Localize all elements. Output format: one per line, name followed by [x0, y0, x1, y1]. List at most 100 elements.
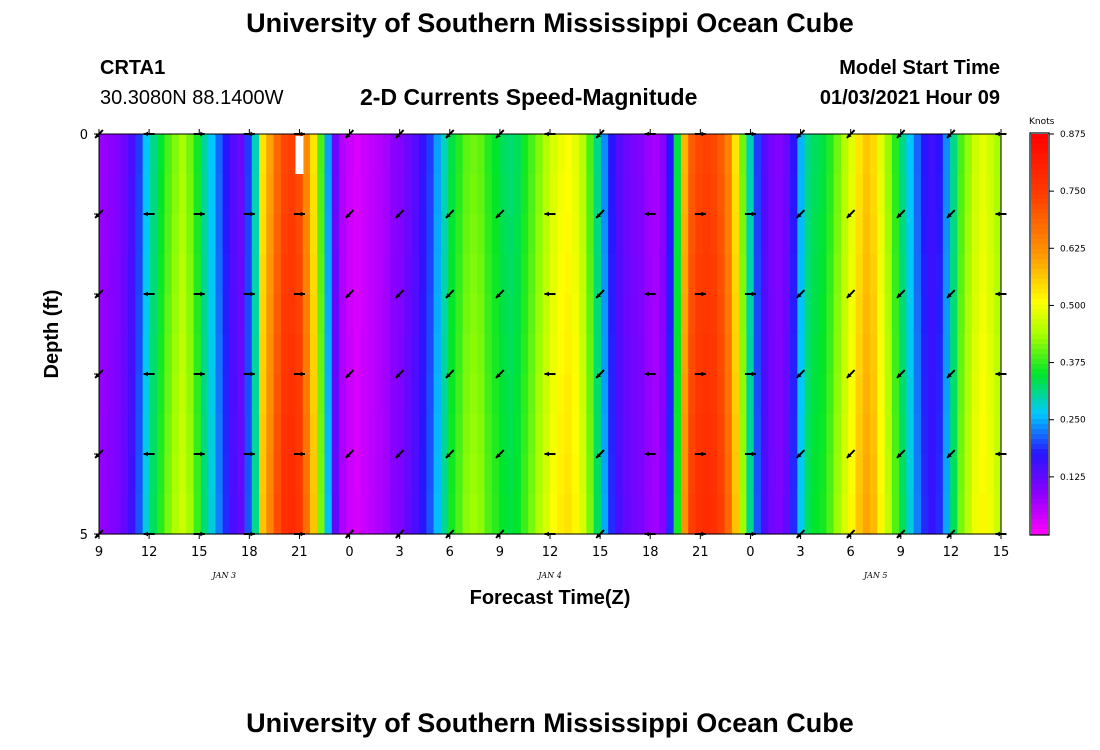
heatmap-cell: [360, 374, 369, 415]
heatmap-cell: [797, 454, 806, 495]
heatmap-cell: [419, 294, 427, 335]
heatmap-cell: [957, 454, 966, 495]
heatmap-cell: [913, 454, 922, 495]
heatmap-cell: [768, 414, 777, 455]
heatmap-cell: [651, 174, 660, 215]
heatmap-cell: [368, 414, 377, 455]
heatmap-cell: [979, 334, 988, 375]
heatmap-cell: [229, 254, 238, 295]
heatmap-cell: [244, 254, 253, 295]
heatmap-cell: [462, 494, 471, 535]
heatmap-cell: [520, 414, 529, 455]
heatmap-cell: [920, 174, 929, 215]
heatmap-cell: [331, 214, 340, 255]
heatmap-cell: [571, 174, 580, 215]
heatmap-cell: [928, 214, 937, 255]
heatmap-cell: [208, 494, 216, 535]
heatmap-cell: [753, 254, 762, 295]
heatmap-cell: [229, 334, 238, 375]
heatmap-cell: [913, 374, 922, 415]
heatmap-cell: [389, 494, 398, 535]
heatmap-cell: [942, 494, 951, 535]
heatmap-cell: [229, 214, 238, 255]
heatmap-cell: [753, 414, 762, 455]
heatmap-cell: [557, 134, 566, 175]
heatmap-cell: [506, 454, 515, 495]
colorbar-swatch: [1031, 314, 1048, 320]
heatmap-cell: [775, 494, 784, 535]
heatmap-cell: [557, 374, 566, 415]
heatmap-cell: [688, 254, 697, 295]
heatmap-cell: [164, 374, 173, 415]
x-tick-label: 6: [847, 545, 855, 560]
heatmap-cell: [920, 334, 929, 375]
heatmap-cell: [659, 214, 667, 255]
heatmap-cell: [135, 214, 144, 255]
heatmap-cell: [222, 294, 231, 335]
heatmap-cell: [266, 334, 275, 375]
heatmap-cell: [877, 294, 886, 335]
heatmap-cell: [375, 294, 384, 335]
heatmap-cell: [710, 214, 718, 255]
heatmap-cell: [644, 374, 653, 415]
colorbar-swatch: [1031, 289, 1048, 295]
heatmap-cell: [935, 134, 944, 175]
heatmap-cell: [608, 134, 617, 175]
heatmap-cell: [564, 134, 573, 175]
heatmap-cell: [731, 174, 740, 215]
heatmap-cell: [746, 134, 755, 175]
heatmap-cell: [404, 254, 413, 295]
heatmap-cell: [469, 454, 478, 495]
heatmap-cell: [826, 254, 835, 295]
heatmap-cell: [913, 254, 922, 295]
heatmap-cell: [200, 334, 209, 375]
heatmap-cell: [804, 214, 813, 255]
heatmap-cell: [695, 414, 704, 455]
heatmap-cell: [513, 374, 522, 415]
heatmap-cell: [768, 334, 777, 375]
heatmap-cell: [433, 494, 442, 535]
heatmap-cell: [579, 294, 587, 335]
heatmap-cell: [506, 334, 515, 375]
heatmap-cell: [528, 214, 537, 255]
colorbar-tick-label: 0.125: [1060, 473, 1086, 483]
heatmap-cell: [986, 174, 995, 215]
heatmap-cell: [797, 214, 806, 255]
current-arrow: [143, 211, 155, 217]
heatmap-cell: [353, 334, 362, 375]
heatmap-cell: [659, 254, 667, 295]
heatmap-cell: [244, 494, 253, 535]
heatmap-cell: [273, 174, 282, 215]
heatmap-cell: [426, 494, 435, 535]
heatmap-cell: [804, 454, 813, 495]
heatmap-cell: [855, 374, 864, 415]
heatmap-cell: [913, 334, 922, 375]
heatmap-cell: [149, 294, 158, 335]
heatmap-cell: [666, 294, 675, 335]
heatmap-cell: [135, 254, 144, 295]
heatmap-cell: [782, 414, 791, 455]
heatmap-cell: [179, 374, 187, 415]
heatmap-cell: [848, 414, 857, 455]
heatmap-cell: [920, 454, 929, 495]
heatmap-cell: [382, 174, 391, 215]
heatmap-cell: [382, 494, 391, 535]
heatmap-cell: [979, 174, 988, 215]
heatmap-cell: [928, 374, 937, 415]
heatmap-cell: [520, 134, 529, 175]
colorbar-swatch: [1031, 399, 1048, 405]
heatmap-cell: [404, 454, 413, 495]
heatmap-cell: [957, 174, 966, 215]
heatmap-cell: [397, 294, 406, 335]
heatmap-cell: [222, 134, 231, 175]
heatmap-cell: [259, 414, 267, 455]
heatmap-cell: [244, 334, 253, 375]
heatmap-cell: [760, 254, 769, 295]
x-tick-label: 15: [191, 545, 208, 560]
heatmap-cell: [855, 414, 864, 455]
heatmap-cell: [877, 494, 886, 535]
colorbar-swatch: [1031, 329, 1048, 335]
heatmap-cell: [128, 494, 136, 535]
heatmap-cell: [491, 254, 500, 295]
heatmap-cell: [702, 134, 711, 175]
